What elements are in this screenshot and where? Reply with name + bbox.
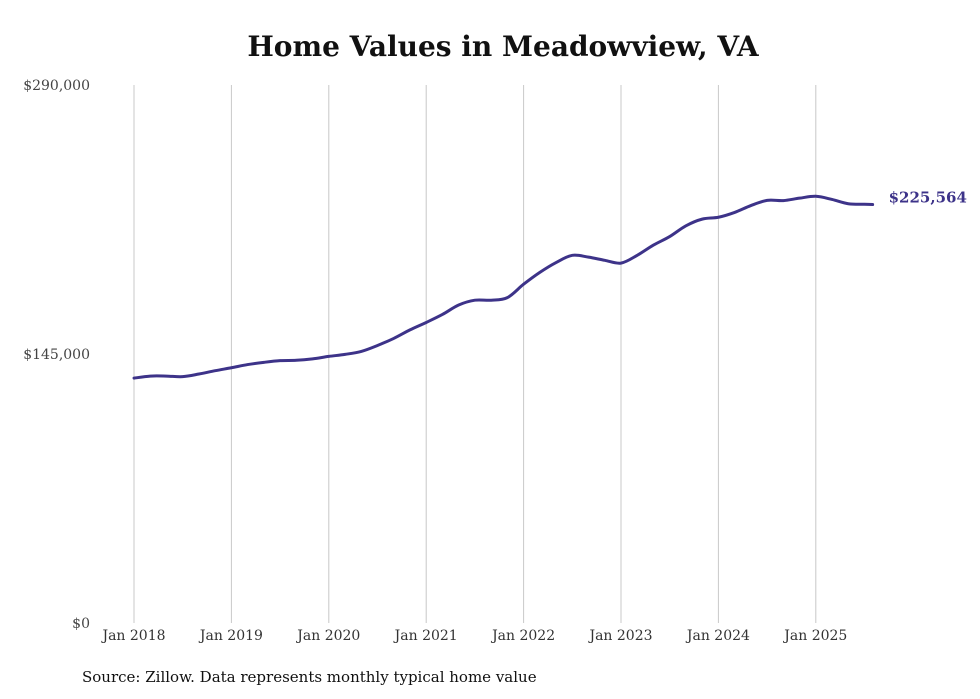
x-tick-label: Jan 2020 (295, 628, 360, 644)
source-note: Source: Zillow. Data represents monthly … (82, 668, 537, 686)
chart-title: Home Values in Meadowview, VA (247, 30, 759, 63)
x-tick-label: Jan 2018 (100, 628, 165, 644)
y-axis-ticks: $0 $145,000 $290,000 (23, 78, 90, 632)
x-tick-label: Jan 2023 (587, 628, 652, 644)
x-tick-label: Jan 2025 (782, 628, 847, 644)
y-tick-label: $0 (72, 616, 90, 632)
x-tick-label: Jan 2022 (490, 628, 555, 644)
x-axis-ticks: Jan 2018 Jan 2019 Jan 2020 Jan 2021 Jan 2022… (100, 628, 847, 644)
end-value-label: $225,564 (889, 189, 967, 207)
series-line (132, 194, 875, 380)
y-tick-label: $145,000 (23, 347, 90, 363)
x-tick-label: Jan 2021 (393, 628, 458, 644)
x-tick-label: Jan 2024 (685, 628, 750, 644)
x-tick-label: Jan 2019 (198, 628, 263, 644)
grid-lines (133, 85, 817, 623)
y-tick-label: $290,000 (23, 78, 90, 94)
series-group (132, 194, 875, 380)
